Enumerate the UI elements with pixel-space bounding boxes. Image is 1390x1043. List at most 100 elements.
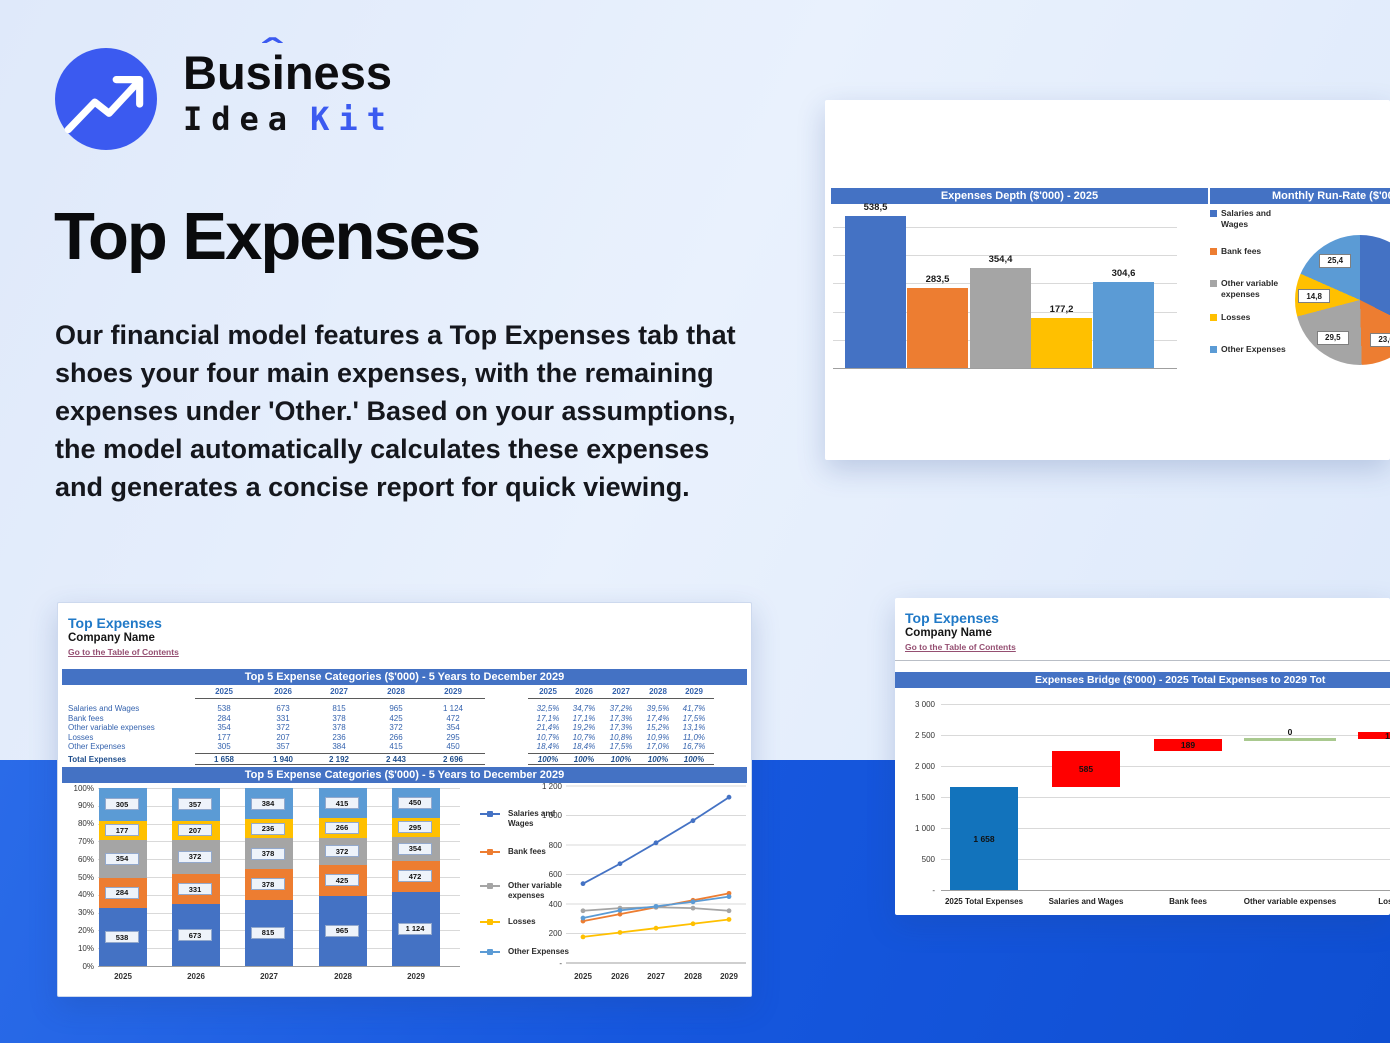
table-cell: 236	[332, 732, 346, 742]
segment-value-label: 331	[178, 883, 212, 896]
x-tick-label: 2029	[407, 972, 425, 981]
table-cell-pct: 17,5%	[682, 713, 706, 723]
waterfall-value-label: 1 658	[973, 833, 995, 844]
waterfall-bar	[950, 787, 1018, 890]
table-cell: 207	[276, 732, 290, 742]
legend-label: Wages	[508, 819, 534, 828]
line-marker	[580, 915, 586, 921]
table-cell-pct: 17,1%	[536, 713, 560, 723]
line-marker	[726, 917, 732, 922]
table-row-label: Other Expenses	[68, 742, 126, 751]
table-cell-pct: 18,4%	[536, 742, 560, 751]
year-header: 2025	[539, 687, 557, 696]
bar-value-label: 354,4	[988, 254, 1013, 266]
segment-value-label: 177	[105, 824, 139, 837]
line-marker	[653, 904, 659, 910]
table-cell: 425	[389, 713, 403, 723]
header-underline	[528, 698, 714, 699]
total-topline	[528, 753, 714, 754]
line-marker	[580, 881, 586, 887]
gridline	[941, 890, 1390, 891]
line-series	[582, 892, 730, 922]
line-marker	[653, 840, 659, 846]
line-marker	[690, 818, 696, 824]
table-of-contents-link[interactable]: Go to the Table of Contents	[68, 647, 179, 657]
y-tick-label: 1 000	[914, 823, 935, 833]
total-topline	[195, 753, 485, 754]
line-series	[582, 796, 730, 885]
y-tick-label: 50%	[77, 872, 94, 882]
table-cell: 284	[217, 713, 231, 723]
y-tick-label: 600	[548, 870, 562, 879]
y-tick-label: 80%	[77, 819, 94, 829]
table-cell-pct: 17,1%	[572, 713, 596, 723]
table-cell: 2 192	[328, 754, 350, 764]
bar-value-label: 177,2	[1049, 304, 1074, 316]
segment-value-label: 207	[178, 824, 212, 837]
legend-label: Salaries and	[1221, 208, 1272, 218]
segment-value-label: 415	[325, 797, 359, 810]
y-tick-label: 70%	[77, 836, 94, 846]
x-tick-label: Bank fees	[1169, 897, 1207, 906]
y-tick-label: 100%	[73, 783, 94, 793]
line-marker	[617, 907, 623, 913]
table-cell: 372	[389, 723, 403, 732]
table-cell: 965	[389, 704, 403, 713]
table-cell-pct: 41,7%	[682, 704, 706, 713]
screenshot-expenses-depth: Expenses Depth ($'000) - 2025 Monthly Ru…	[825, 100, 1390, 460]
legend-label: Wages	[1221, 219, 1249, 229]
line-marker	[580, 918, 586, 924]
gridline	[941, 766, 1390, 767]
line-marker	[726, 890, 732, 896]
y-tick-label: 2 000	[914, 761, 935, 771]
legend-label: Other variable	[1221, 278, 1279, 288]
caret-accent-icon: ˆ	[262, 33, 282, 71]
table-title: Top 5 Expense Categories ($'000) - 5 Yea…	[244, 671, 565, 683]
segment-value-label: 357	[178, 798, 212, 811]
waterfall-value-label: 118	[1385, 730, 1390, 741]
line-marker	[617, 930, 623, 935]
legend-label: Other variable	[508, 881, 562, 890]
waterfall-zero-line	[1244, 738, 1336, 741]
line-series	[582, 895, 730, 919]
legend-label: expenses	[508, 891, 545, 900]
bar-value-label: 538,5	[863, 202, 888, 214]
table-cell-pct: 10,9%	[646, 732, 670, 742]
table-cell-pct: 10,8%	[609, 732, 633, 742]
table-row-label: Losses	[68, 732, 94, 742]
gridline	[941, 859, 1390, 860]
pie-slice-label: 23,6	[1370, 332, 1390, 347]
x-tick-label: Losses	[1378, 897, 1390, 906]
table-cell: 450	[446, 742, 460, 751]
table-cell: 305	[217, 742, 231, 751]
segment-value-label: 305	[105, 798, 139, 811]
table-cell: 331	[276, 713, 290, 723]
table-cell-pct: 18,4%	[572, 742, 596, 751]
y-tick-label: -	[932, 885, 935, 895]
table-cell-pct: 100%	[537, 754, 559, 764]
gridline	[941, 797, 1390, 798]
legend-label: expenses	[1221, 289, 1260, 299]
waterfall-bar	[1154, 739, 1222, 751]
brand-word-business: Business	[183, 46, 392, 99]
table-cell: 1 124	[442, 704, 464, 713]
x-tick-label: 2025	[114, 972, 132, 981]
segment-value-label: 472	[398, 870, 432, 883]
y-tick-label: 2 500	[914, 730, 935, 740]
table-cell-pct: 17,3%	[609, 723, 633, 732]
sheet-title: Top Expenses	[68, 615, 162, 631]
brand-word-idea-kit: Idea Kit	[183, 100, 395, 138]
x-tick-label: 2028	[334, 972, 352, 981]
legend-marker	[1210, 346, 1217, 353]
segment-value-label: 266	[325, 821, 359, 834]
y-tick-label: 60%	[77, 854, 94, 864]
table-cell-pct: 17,3%	[609, 713, 633, 723]
bar-value-label: 283,5	[925, 274, 950, 286]
table-cell: 472	[446, 713, 460, 723]
y-tick-label: 40%	[77, 890, 94, 900]
year-header: 2027	[330, 687, 348, 696]
table-cell: 378	[332, 723, 346, 732]
table-of-contents-link[interactable]: Go to the Table of Contents	[905, 642, 1016, 652]
table-cell: 295	[446, 732, 460, 742]
